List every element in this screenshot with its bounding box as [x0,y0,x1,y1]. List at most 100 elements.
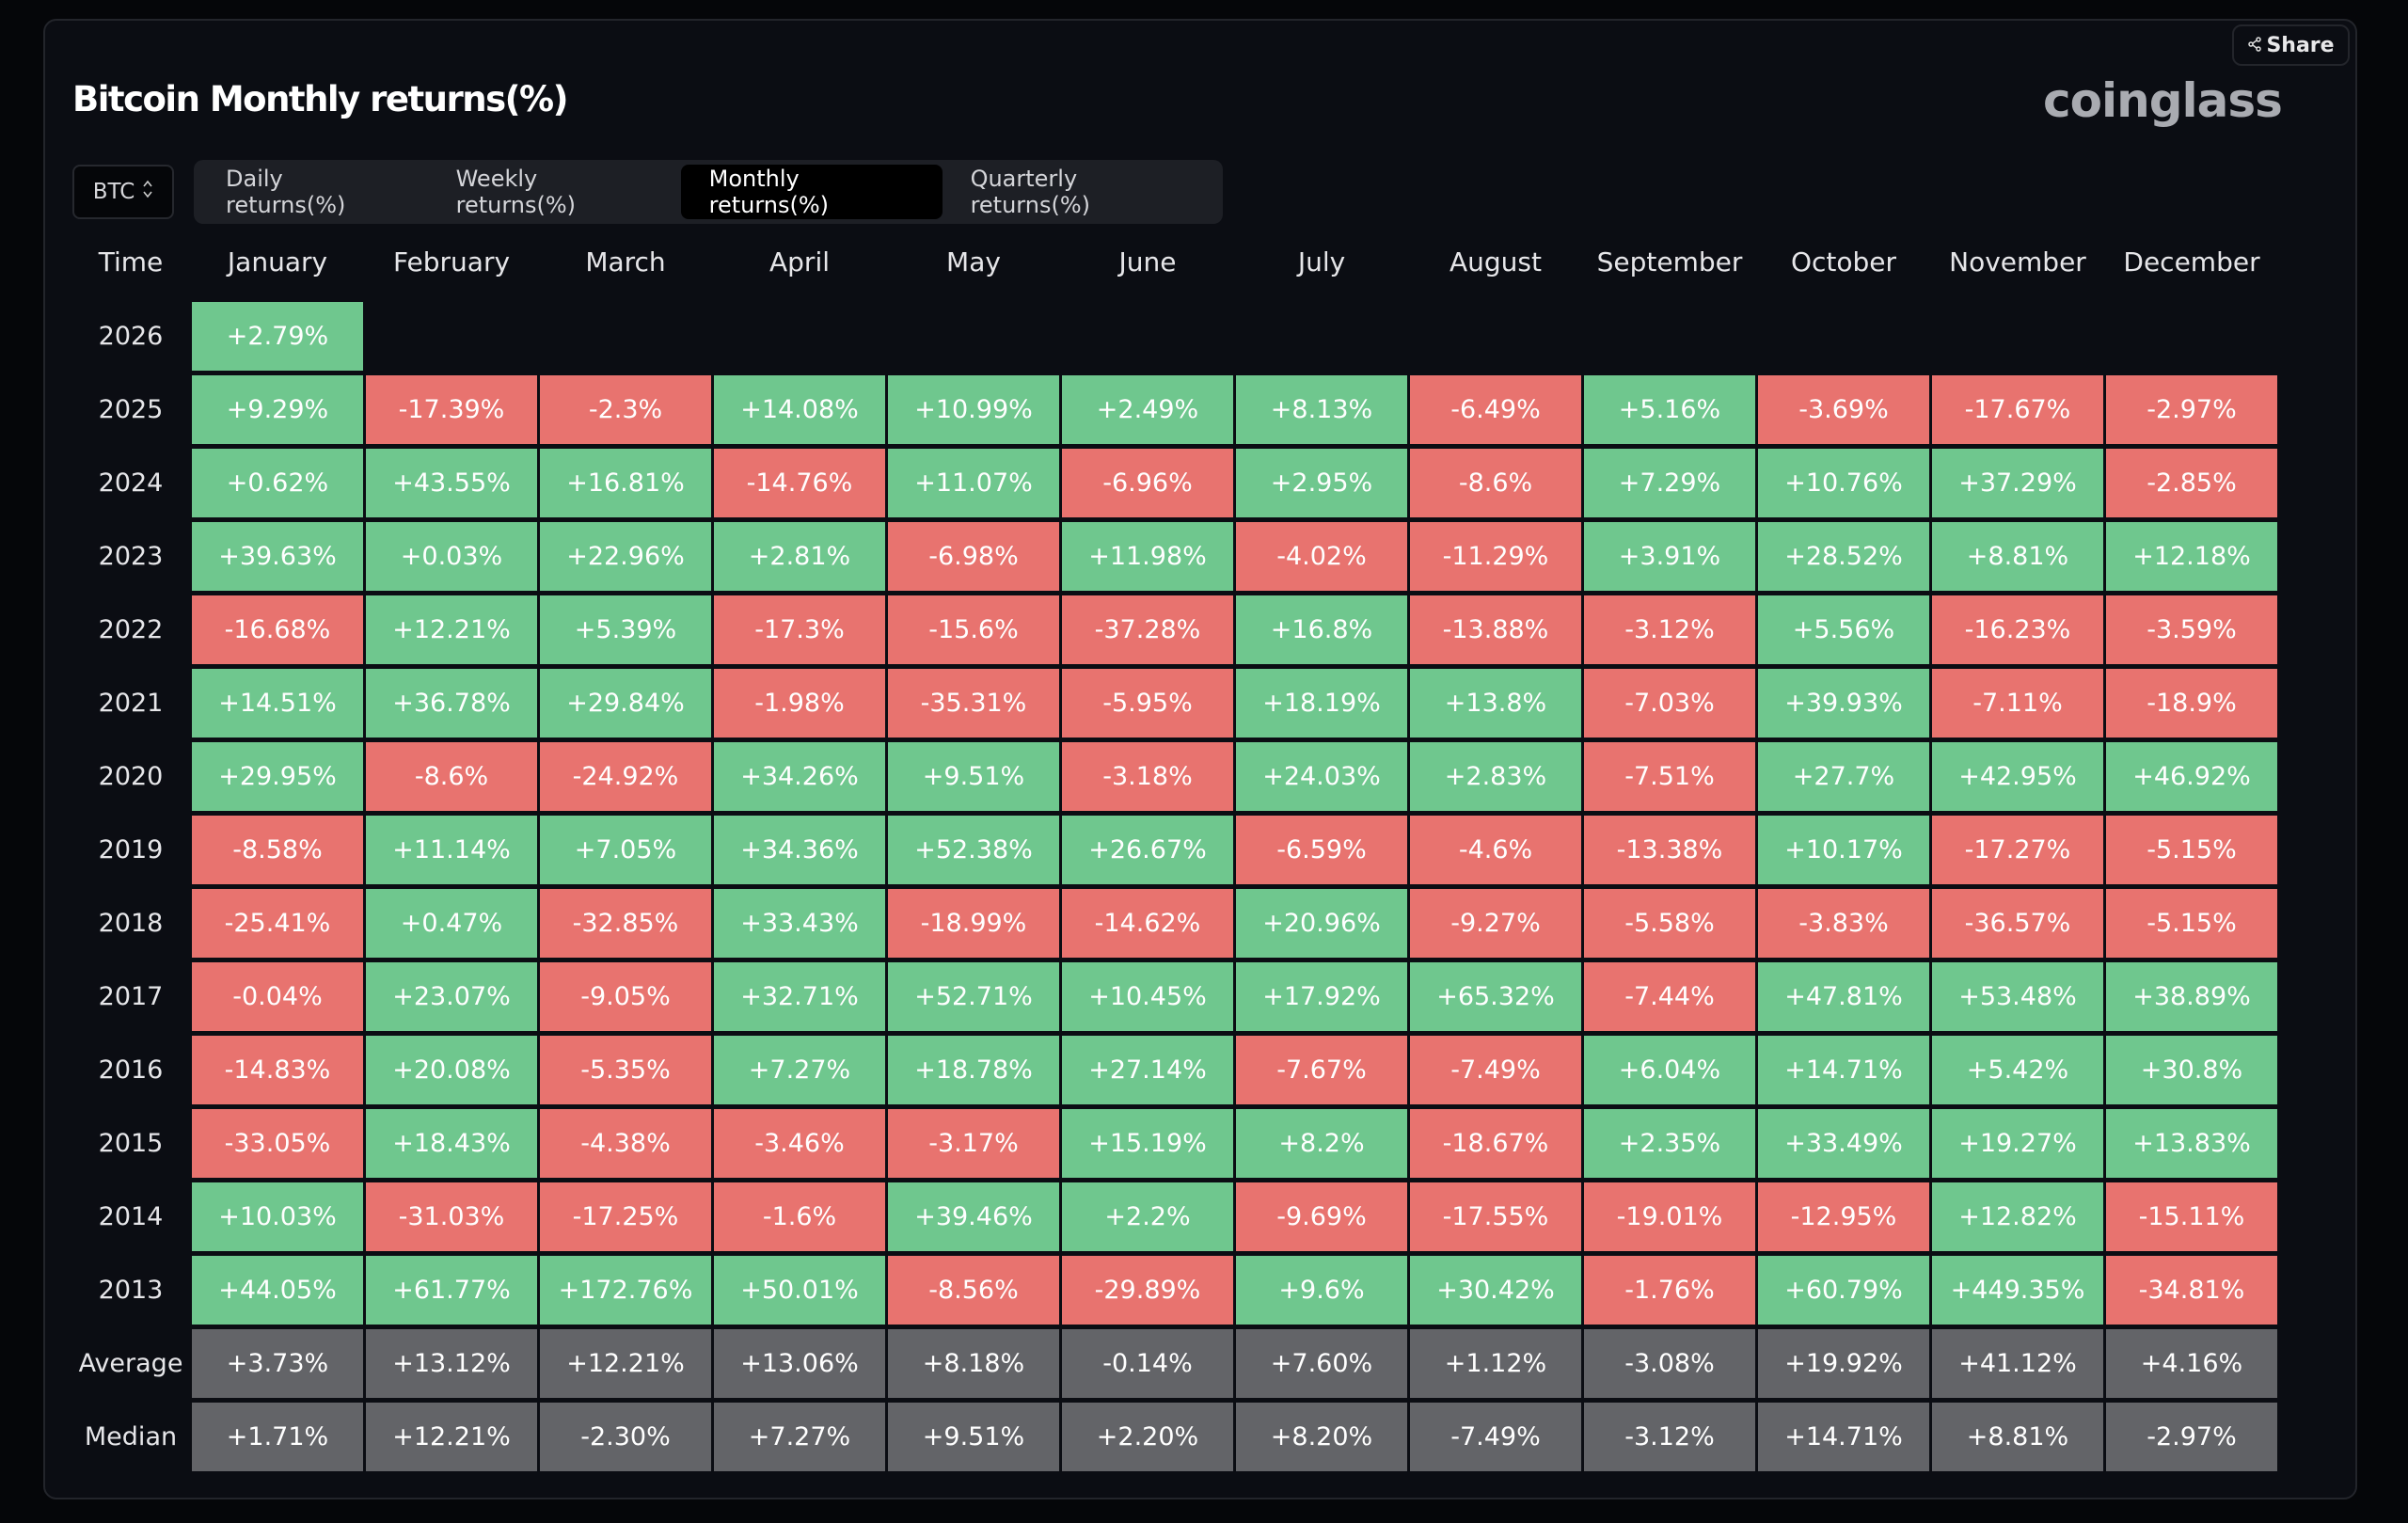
summary-cell: +12.21% [540,1329,711,1398]
column-header: August [1450,246,1542,278]
row-label: 2016 [98,1055,164,1085]
return-cell: -2.97% [2106,375,2277,444]
return-cell: -36.57% [1932,889,2103,958]
return-cell: -8.6% [366,742,537,811]
tab-quarterly-returns[interactable]: Quarterly returns(%) [970,166,1090,218]
return-cell: +12.82% [1932,1182,2103,1251]
return-cell: -29.89% [1062,1256,1233,1325]
return-cell: +13.8% [1410,669,1581,738]
return-cell: +53.48% [1932,962,2103,1031]
return-cell: -32.85% [540,889,711,958]
row-label: 2014 [98,1202,164,1231]
return-cell: +2.49% [1062,375,1233,444]
summary-cell: +8.18% [888,1329,1059,1398]
return-cell: +44.05% [192,1256,363,1325]
row-label: 2019 [98,835,164,865]
return-cell: -7.51% [1584,742,1755,811]
return-cell: +16.81% [540,449,711,517]
return-cell: -18.67% [1410,1109,1581,1178]
summary-cell: +7.27% [714,1403,885,1471]
return-cell: +29.84% [540,669,711,738]
return-cell: +39.63% [192,522,363,591]
return-cell: +2.79% [192,302,363,371]
return-cell: +18.19% [1236,669,1407,738]
return-cell: +8.13% [1236,375,1407,444]
return-cell: -12.95% [1758,1182,1929,1251]
return-cell: -34.81% [2106,1256,2277,1325]
return-cell: +8.81% [1932,522,2103,591]
empty-cell [1410,302,1581,371]
row-label: 2013 [98,1276,164,1305]
return-cell: -17.25% [540,1182,711,1251]
return-cell: -2.85% [2106,449,2277,517]
return-cell: +19.27% [1932,1109,2103,1178]
summary-cell: -2.30% [540,1403,711,1471]
return-cell: +26.67% [1062,816,1233,884]
column-header: November [1949,246,2086,278]
return-cell: +65.32% [1410,962,1581,1031]
return-cell: +32.71% [714,962,885,1031]
monthly-returns-table: Time January February March April May June July… [72,226,2277,1471]
return-cell: +17.92% [1236,962,1407,1031]
empty-cell [1584,302,1755,371]
share-button[interactable]: Share [2232,24,2350,66]
return-cell: +39.46% [888,1182,1059,1251]
empty-cell [888,302,1059,371]
return-cell: -3.18% [1062,742,1233,811]
return-cell: -3.59% [2106,595,2277,664]
return-cell: -1.76% [1584,1256,1755,1325]
return-cell: -3.83% [1758,889,1929,958]
return-cell: -4.38% [540,1109,711,1178]
return-cell: +6.04% [1584,1036,1755,1104]
return-cell: +52.71% [888,962,1059,1031]
return-cell: +39.93% [1758,669,1929,738]
return-cell: +2.35% [1584,1109,1755,1178]
summary-cell: +2.20% [1062,1403,1233,1471]
summary-cell: +9.51% [888,1403,1059,1471]
return-cell: -14.76% [714,449,885,517]
row-label: 2015 [98,1129,164,1158]
row-label: 2017 [98,982,164,1011]
return-cell: +2.83% [1410,742,1581,811]
return-cell: -3.17% [888,1109,1059,1178]
return-cell: +23.07% [366,962,537,1031]
return-cell: -8.6% [1410,449,1581,517]
row-label: 2018 [98,909,164,938]
tab-daily-returns[interactable]: Daily returns(%) [226,166,346,218]
return-cell: +42.95% [1932,742,2103,811]
asset-select[interactable]: BTC [72,165,174,219]
tab-weekly-returns[interactable]: Weekly returns(%) [455,166,577,218]
row-label: 2026 [98,322,164,351]
return-cell: -18.9% [2106,669,2277,738]
return-cell: -5.35% [540,1036,711,1104]
return-cell: -11.29% [1410,522,1581,591]
up-down-chevron-icon [142,179,153,205]
summary-cell: +19.92% [1758,1329,1929,1398]
summary-cell: -2.97% [2106,1403,2277,1471]
return-cell: +2.2% [1062,1182,1233,1251]
summary-cell: +1.12% [1410,1329,1581,1398]
return-cell: +27.7% [1758,742,1929,811]
return-cell: -3.12% [1584,595,1755,664]
return-cell: -5.15% [2106,889,2277,958]
return-cell: +449.35% [1932,1256,2103,1325]
column-header: March [585,246,666,278]
return-cell: +3.91% [1584,522,1755,591]
return-cell: +38.89% [2106,962,2277,1031]
return-cell: +30.8% [2106,1036,2277,1104]
return-cell: +0.62% [192,449,363,517]
summary-cell: -3.08% [1584,1329,1755,1398]
return-cell: -6.98% [888,522,1059,591]
return-cell: -3.69% [1758,375,1929,444]
return-cell: -13.38% [1584,816,1755,884]
tab-monthly-returns[interactable]: Monthly returns(%) [680,165,943,219]
return-cell: +10.17% [1758,816,1929,884]
column-header: October [1790,246,1897,278]
return-cell: +9.29% [192,375,363,444]
return-cell: +46.92% [2106,742,2277,811]
return-cell: +34.36% [714,816,885,884]
coinglass-logo: coinglass [2043,73,2283,128]
return-cell: -4.6% [1410,816,1581,884]
summary-cell: +1.71% [192,1403,363,1471]
summary-cell: -7.49% [1410,1403,1581,1471]
